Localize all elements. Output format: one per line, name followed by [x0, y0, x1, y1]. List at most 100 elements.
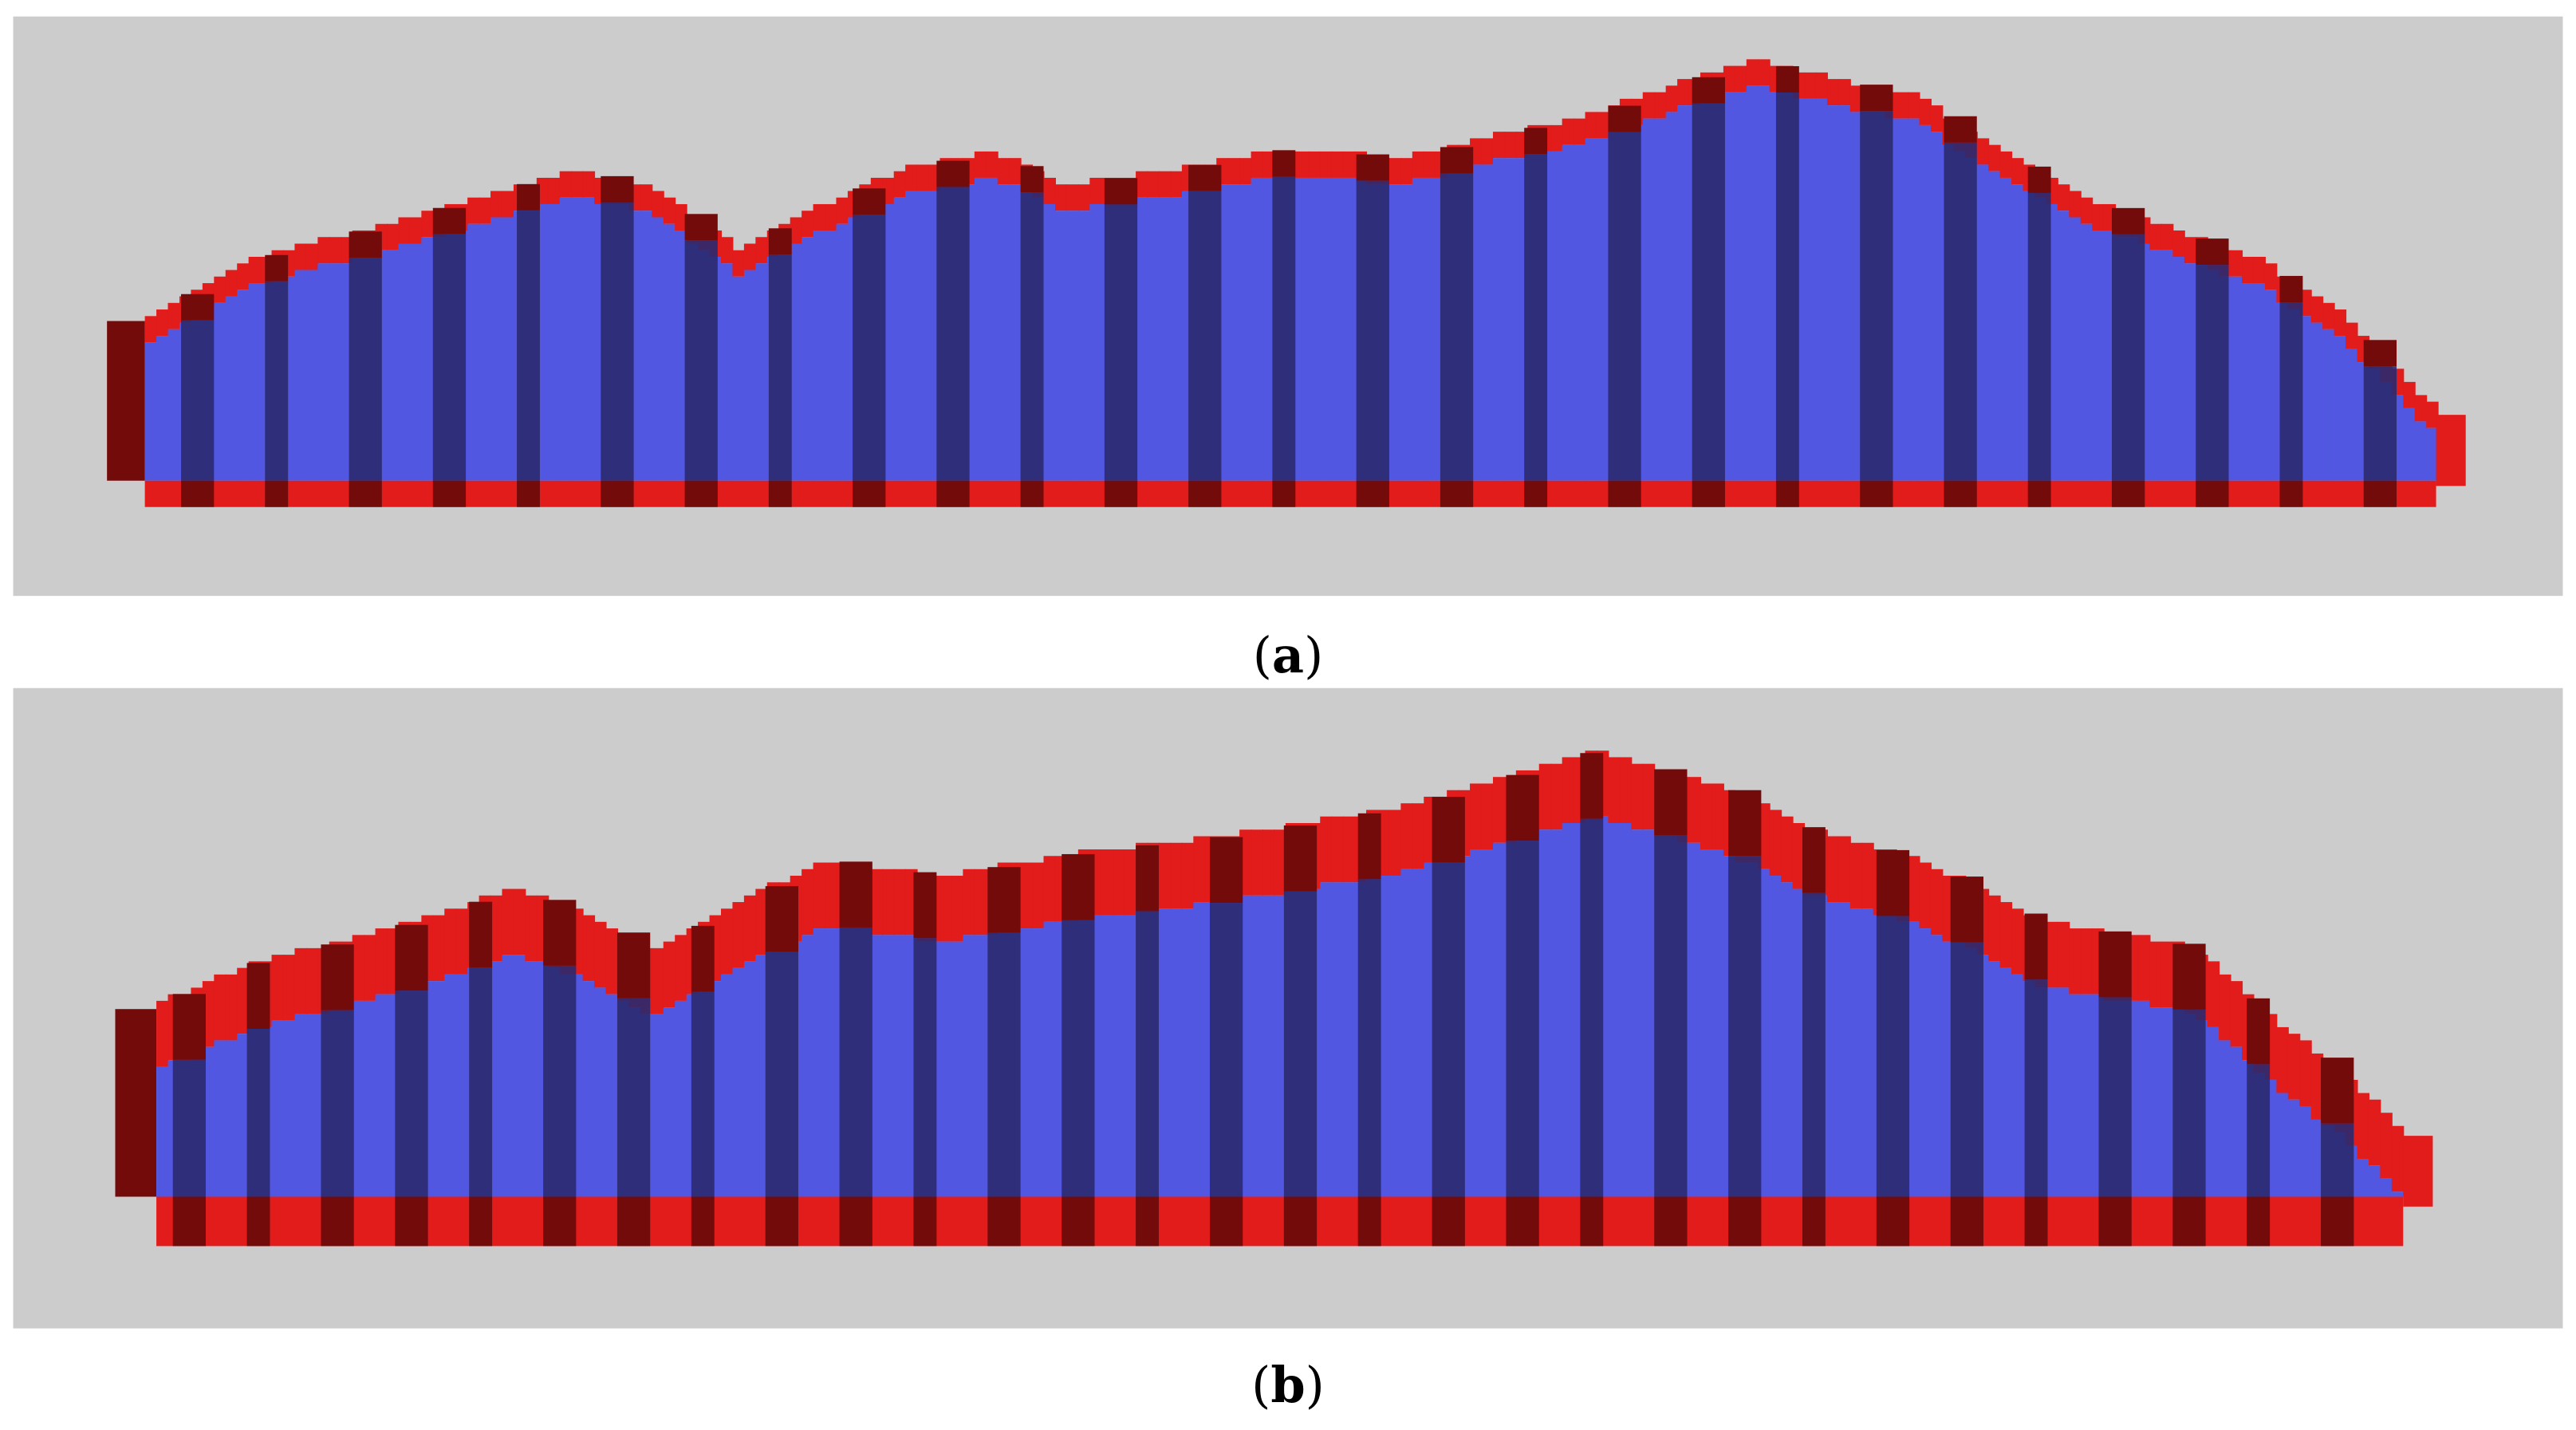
- body-voxel-column: [1735, 92, 1747, 481]
- shadow-stripe-top: [1506, 774, 1539, 841]
- top-surface-voxel: [364, 935, 376, 1001]
- body-voxel-column: [1919, 124, 1932, 481]
- top-surface-voxel: [1562, 757, 1575, 823]
- top-surface-voxel: [1654, 92, 1667, 119]
- top-surface-voxel: [455, 908, 469, 975]
- body-voxel-column: [825, 928, 837, 1197]
- body-voxel-column: [1043, 921, 1056, 1197]
- top-surface-voxel: [1181, 842, 1195, 909]
- top-surface-voxel: [2011, 908, 2024, 975]
- shadow-stripe-top: [172, 994, 206, 1060]
- top-surface-voxel: [294, 243, 307, 270]
- body-voxel-column: [294, 1014, 307, 1197]
- caption-a: (a): [1252, 626, 1324, 684]
- body-voxel-column: [916, 191, 930, 481]
- panel-a-voxel-model: [13, 16, 2563, 597]
- shadow-stripe-body: [987, 932, 1021, 1197]
- shadow-stripe-body: [913, 938, 937, 1197]
- top-surface-voxel: [2080, 928, 2093, 995]
- top-surface-voxel: [870, 869, 884, 936]
- shadow-stripe-bottom: [517, 480, 540, 507]
- body-voxel-column: [2391, 1192, 2405, 1197]
- top-surface-voxel: [882, 869, 895, 936]
- top-surface-voxel: [732, 250, 745, 277]
- shadow-stripe-top: [349, 231, 382, 258]
- top-surface-voxel: [663, 197, 676, 224]
- top-surface-voxel: [675, 203, 687, 230]
- shadow-stripe-top: [1802, 827, 1826, 893]
- top-surface-voxel: [2011, 158, 2024, 185]
- top-surface-voxel: [2138, 935, 2151, 1001]
- shadow-stripe-bottom: [246, 1196, 270, 1247]
- body-voxel-column: [225, 296, 238, 481]
- shadow-stripe-top: [321, 944, 354, 1010]
- shadow-stripe-top: [765, 886, 798, 952]
- top-surface-voxel: [802, 211, 814, 238]
- body-voxel-column: [1412, 869, 1425, 1197]
- body-voxel-column: [1826, 105, 1840, 481]
- body-voxel-column: [1170, 908, 1183, 1197]
- shadow-stripe-top: [2247, 998, 2271, 1065]
- body-voxel-column: [1043, 203, 1056, 481]
- top-surface-voxel: [502, 888, 514, 955]
- body-voxel-column: [1550, 829, 1563, 1197]
- top-surface-voxel: [1343, 816, 1356, 883]
- top-surface-voxel: [963, 869, 975, 936]
- top-surface-voxel: [329, 237, 342, 264]
- top-surface-voxel: [1792, 822, 1806, 889]
- shadow-stripe-body: [1440, 173, 1474, 481]
- body-voxel-column: [2310, 1119, 2324, 1197]
- shadow-stripe-bottom: [987, 1196, 1021, 1247]
- top-surface-voxel: [2391, 1125, 2405, 1192]
- body-voxel-column: [502, 955, 514, 1197]
- top-surface-voxel: [743, 895, 757, 962]
- top-surface-voxel: [1089, 177, 1102, 204]
- top-surface-voxel: [1239, 158, 1252, 185]
- shadow-stripe-body: [1136, 911, 1159, 1197]
- shadow-stripe-top: [2321, 1058, 2354, 1124]
- shadow-stripe-top: [265, 254, 289, 282]
- top-surface-voxel: [1838, 836, 1851, 903]
- top-surface-voxel: [1861, 842, 1874, 909]
- top-surface-voxel: [1769, 810, 1782, 877]
- shadow-stripe-bottom: [1524, 480, 1548, 507]
- body-voxel-column: [1054, 211, 1068, 481]
- top-surface-voxel: [1400, 803, 1413, 869]
- body-voxel-column: [2160, 1007, 2174, 1197]
- shadow-stripe-body: [1356, 180, 1389, 481]
- top-surface-voxel: [2080, 197, 2093, 224]
- top-surface-voxel: [1251, 829, 1264, 896]
- body-voxel-column: [1032, 928, 1045, 1197]
- shadow-stripe-body: [395, 991, 428, 1197]
- shadow-stripe-body: [1062, 920, 1095, 1197]
- top-surface-voxel: [1274, 829, 1286, 896]
- shadow-stripe-top: [601, 175, 634, 203]
- body-voxel-column: [1101, 915, 1114, 1197]
- shadow-stripe-top: [616, 932, 651, 999]
- top-surface-voxel: [905, 164, 918, 191]
- body-voxel-column: [663, 223, 676, 481]
- body-voxel-column: [2011, 974, 2024, 1197]
- shadow-stripe-bottom: [395, 1196, 428, 1247]
- body-voxel-column: [2414, 421, 2428, 481]
- shadow-stripe-top: [1728, 790, 1762, 857]
- body-voxel-column: [225, 1040, 238, 1197]
- shadow-stripe-bottom: [1188, 480, 1222, 507]
- shadow-stripe-top: [2363, 340, 2397, 367]
- top-surface-voxel: [1804, 72, 1817, 99]
- body-voxel-column: [2092, 230, 2105, 481]
- body-voxel-column: [2380, 1178, 2393, 1197]
- body-voxel-column: [375, 994, 388, 1197]
- shadow-stripe-bottom: [2027, 480, 2051, 507]
- top-surface-voxel: [2357, 1093, 2369, 1160]
- top-surface-voxel: [2207, 961, 2220, 1027]
- top-surface-voxel: [1642, 92, 1656, 119]
- top-surface-voxel: [1481, 783, 1494, 850]
- top-surface-voxel: [2253, 257, 2266, 284]
- body-voxel-column: [1320, 177, 1333, 481]
- top-surface-voxel: [375, 928, 388, 995]
- shadow-stripe-bottom: [432, 480, 467, 507]
- top-surface-voxel: [317, 237, 330, 264]
- top-surface-voxel: [1976, 138, 1990, 165]
- body-voxel-column: [1562, 822, 1575, 1197]
